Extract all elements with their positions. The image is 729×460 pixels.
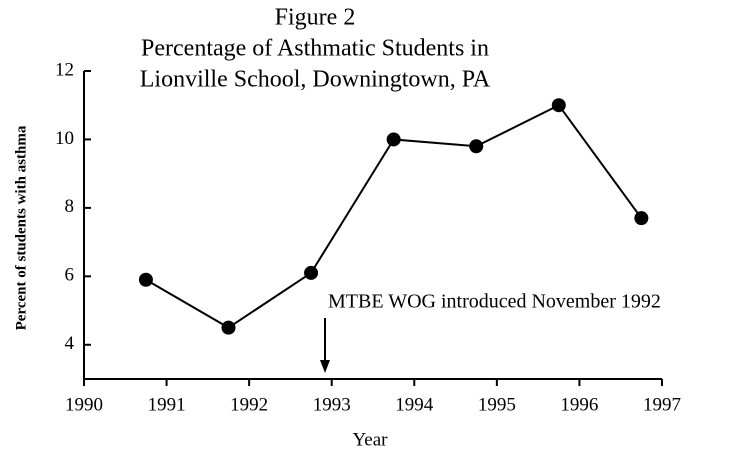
data-point [634, 211, 649, 226]
x-tick-label: 1992 [230, 394, 268, 415]
y-tick-label: 4 [65, 333, 75, 354]
chart-title: Lionville School, Downingtown, PA [140, 67, 491, 93]
data-point [469, 139, 484, 154]
y-axis-label: Percent of students with asthma [13, 125, 29, 330]
y-tick-label: 10 [55, 128, 74, 149]
x-tick-label: 1996 [560, 394, 598, 415]
data-point [551, 98, 566, 113]
data-point [221, 320, 236, 335]
y-tick-label: 8 [65, 196, 75, 217]
chart-title: Percentage of Asthmatic Students in [141, 36, 489, 62]
x-tick-label: 1990 [65, 394, 103, 415]
data-point [138, 272, 153, 287]
x-tick-label: 1991 [148, 394, 186, 415]
x-tick-label: 1997 [643, 394, 681, 415]
chart-title: Figure 2 [275, 5, 356, 31]
y-tick-label: 12 [55, 59, 74, 80]
annotation-arrowhead [320, 360, 330, 373]
y-tick-label: 6 [65, 265, 75, 286]
x-axis-label: Year [352, 429, 388, 450]
x-tick-label: 1995 [478, 394, 516, 415]
x-tick-label: 1994 [395, 394, 434, 415]
data-point [386, 132, 401, 147]
x-tick-label: 1993 [313, 394, 351, 415]
annotation: MTBE WOG introduced November 1992 [328, 291, 661, 313]
data-point [304, 265, 319, 280]
